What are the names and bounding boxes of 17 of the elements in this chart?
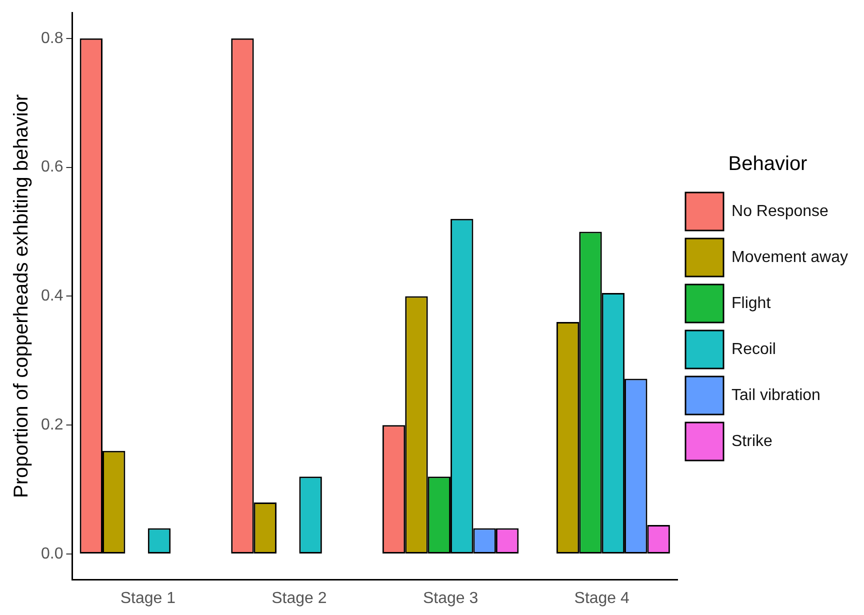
x-tick-label: Stage 3 bbox=[422, 590, 478, 607]
legend-label: No Response bbox=[732, 202, 829, 220]
legend-label: Strike bbox=[732, 432, 773, 450]
x-tick-label: Stage 1 bbox=[120, 590, 176, 607]
legend-label: Flight bbox=[732, 294, 772, 312]
x-tick-label: Stage 4 bbox=[574, 590, 630, 607]
x-tick-label: Stage 2 bbox=[272, 590, 327, 607]
legend-label: Recoil bbox=[732, 340, 776, 358]
y-tick-label: 0.2 bbox=[40, 416, 64, 434]
y-axis-title: Proportion of copperheads exhbiting behavior bbox=[10, 94, 33, 498]
y-tick-label: 0.6 bbox=[40, 158, 64, 176]
y-tick-label: 0.4 bbox=[40, 288, 64, 305]
legend-title: Behavior bbox=[728, 153, 808, 176]
legend-label: Movement away bbox=[732, 248, 848, 266]
legend-label: Tail vibration bbox=[732, 386, 820, 404]
y-tick-label: 0.8 bbox=[40, 30, 64, 47]
y-tick-label: 0.0 bbox=[40, 545, 64, 562]
